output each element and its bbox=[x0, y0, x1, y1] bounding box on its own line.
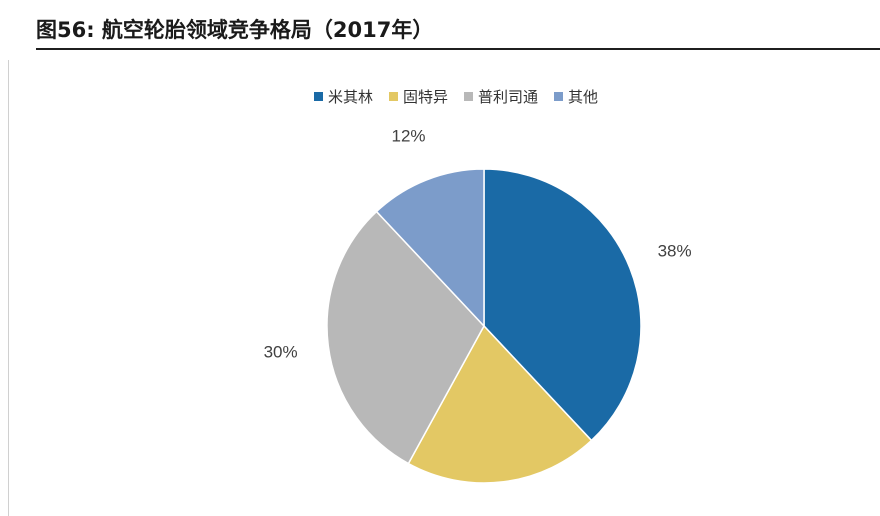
slice-label-michelin: 38% bbox=[658, 242, 692, 261]
legend-label: 其他 bbox=[568, 88, 599, 106]
legend-label: 固特异 bbox=[403, 88, 449, 106]
legend-swatch bbox=[554, 92, 564, 101]
title-divider bbox=[36, 48, 880, 50]
slice-label-bridgestone: 30% bbox=[264, 343, 298, 362]
chart-title: 图56: 航空轮胎领域竞争格局（2017年） bbox=[36, 18, 434, 42]
legend-label: 米其林 bbox=[328, 88, 374, 106]
legend-item-bridgestone: 普利司通 bbox=[464, 86, 538, 107]
legend-swatch bbox=[389, 92, 399, 101]
pie-slice-bridgestone bbox=[326, 210, 485, 465]
pie-slice-others bbox=[375, 168, 485, 328]
slice-label-others: 12% bbox=[392, 126, 426, 145]
pie-slice-michelin bbox=[483, 168, 642, 442]
legend-item-michelin: 米其林 bbox=[314, 86, 373, 107]
frame-border bbox=[8, 60, 9, 516]
pie-slice-goodyear bbox=[407, 324, 593, 484]
legend-item-others: 其他 bbox=[554, 86, 598, 107]
chart-legend: 米其林 固特异 普利司通 其他 bbox=[314, 86, 598, 107]
legend-swatch bbox=[464, 92, 474, 101]
legend-swatch bbox=[314, 92, 323, 101]
legend-label: 普利司通 bbox=[478, 88, 539, 106]
legend-item-goodyear: 固特异 bbox=[389, 86, 448, 107]
